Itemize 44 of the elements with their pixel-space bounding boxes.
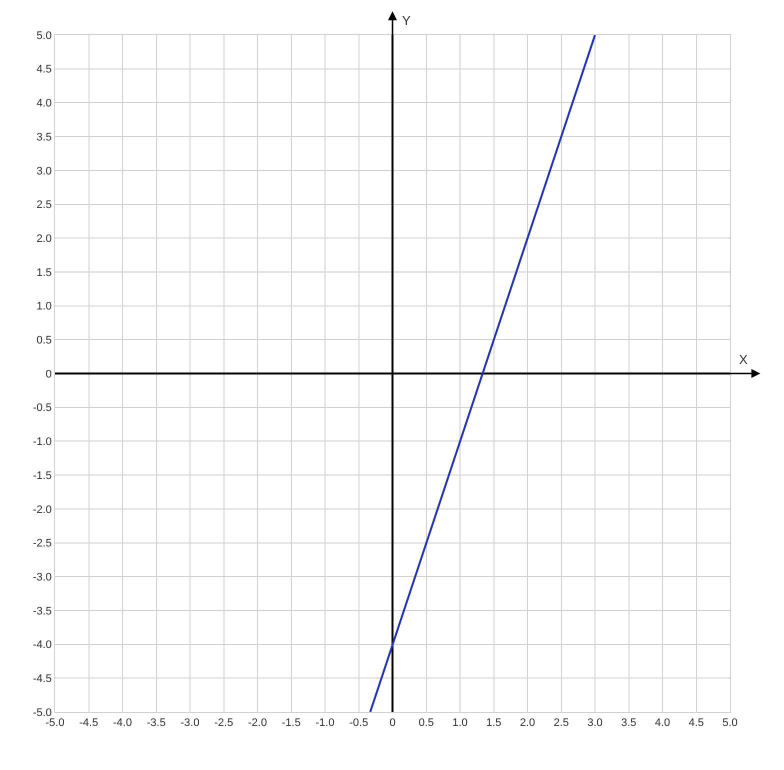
x-tick-label: 1.0 [452, 717, 468, 730]
x-tick-label: -0.5 [349, 717, 368, 730]
y-tick-label: -1.0 [32, 436, 52, 448]
x-tick-label: -3.5 [146, 717, 166, 730]
y-tick-label: 1.5 [36, 266, 52, 279]
x-tick-label: 5.0 [722, 717, 738, 730]
y-tick-label: -3.0 [32, 571, 52, 584]
x-tick-label: -4.0 [113, 717, 132, 730]
y-tick-label: 4.0 [36, 98, 52, 110]
y-tick-label: 3.5 [36, 131, 52, 144]
x-tick-label: -4.5 [79, 717, 98, 730]
y-tick-label: -2.5 [32, 538, 52, 550]
y-axis-title: Y [402, 13, 411, 28]
y-tick-label: 0 [46, 368, 52, 380]
x-tick-label: 0 [389, 717, 396, 730]
x-tick-label: -3.0 [180, 717, 200, 730]
x-tick-label: 2.0 [520, 717, 536, 730]
x-tick-label: 4.5 [688, 717, 704, 730]
x-tick-label: -2.5 [214, 717, 234, 730]
y-tick-label: -1.5 [32, 470, 52, 482]
y-tick-label: -4.0 [32, 639, 52, 652]
x-tick-label: 0.5 [418, 717, 434, 730]
x-tick-label: -1.5 [282, 717, 301, 730]
y-tick-label: 2.0 [36, 232, 52, 245]
y-tick-label: -4.5 [32, 673, 52, 685]
y-tick-label: 1.0 [36, 300, 52, 313]
x-axis-title: X [739, 352, 748, 367]
x-tick-label: -5.0 [46, 717, 64, 730]
x-tick-label: 4.0 [654, 717, 670, 730]
x-tick-label: 3.5 [621, 717, 636, 730]
x-tick-label: 3.0 [587, 717, 603, 730]
y-tick-label: 4.5 [36, 64, 52, 76]
y-tick-label: 3.0 [36, 165, 52, 178]
y-tick-label: 2.5 [36, 199, 52, 212]
y-tick-label: 5.0 [36, 30, 52, 42]
x-tick-label: -2.0 [248, 717, 267, 730]
x-tick-label: 2.5 [554, 717, 569, 730]
y-tick-label: -2.0 [32, 504, 52, 516]
y-tick-label: -3.5 [32, 605, 52, 618]
y-tick-label: -5.0 [32, 706, 52, 719]
y-tick-label: 0.5 [36, 334, 52, 346]
x-tick-label: -1.0 [316, 717, 334, 730]
x-tick-label: 1.5 [486, 717, 502, 730]
y-tick-label: -0.5 [32, 402, 52, 414]
